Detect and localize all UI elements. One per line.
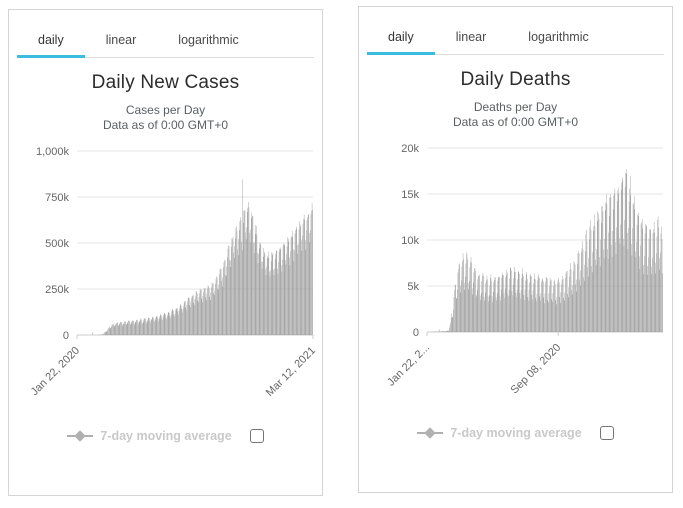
chart-scale-tab-bar: daily linear logarithmic [17, 23, 314, 58]
chart-subtitle-line2: Data as of 0:00 GMT+0 [102, 118, 229, 132]
y-axis-tick-label: 500k [45, 238, 69, 250]
moving-average-marker-icon [417, 427, 444, 439]
tab-daily[interactable]: daily [367, 20, 435, 55]
daily-new-cases-card: daily linear logarithmic Daily New Cases… [8, 9, 323, 496]
chart-title: Daily New Cases [91, 72, 240, 93]
chart-scale-tab-bar: daily linear logarithmic [367, 20, 664, 55]
chart-subtitle: Cases per Day Data as of 0:00 GMT+0 [13, 103, 318, 133]
daily-new-cases-chart: 1,000k 750k 500k 250k 0 Jan 22, 2020 Mar 12, 2… [29, 146, 318, 399]
moving-average-marker-icon [67, 430, 94, 442]
legend-label[interactable]: 7-day moving average [100, 429, 232, 443]
daily-bars-series [430, 169, 663, 332]
legend: 7-day moving average [13, 429, 318, 443]
tab-logarithmic[interactable]: logarithmic [528, 30, 589, 44]
y-axis-tick-label: 10k [401, 235, 419, 247]
tab-logarithmic[interactable]: logarithmic [178, 33, 239, 47]
y-axis-tick-label: 0 [413, 327, 419, 339]
legend-label[interactable]: 7-day moving average [450, 426, 582, 440]
x-axis-tick-label: Jan 22, 2020 [29, 345, 82, 398]
chart-subtitle: Deaths per Day Data as of 0:00 GMT+0 [363, 100, 668, 130]
x-axis-tick-label: Mar 12, 2021 [264, 345, 318, 399]
legend-checkbox[interactable] [599, 426, 614, 440]
chart-subtitle-line1: Cases per Day [125, 103, 206, 117]
y-axis-tick-label: 0 [63, 330, 69, 342]
y-axis-tick-label: 750k [45, 192, 69, 204]
tab-linear[interactable]: linear [455, 30, 487, 44]
daily-deaths-card: daily linear logarithmic Daily Deaths De… [358, 6, 673, 493]
y-axis-tick-label: 5k [407, 281, 419, 293]
y-axis-tick-label: 15k [401, 189, 419, 201]
tab-daily[interactable]: daily [17, 23, 85, 58]
legend-checkbox[interactable] [249, 429, 264, 443]
y-axis-tick-label: 1,000k [36, 146, 70, 158]
y-axis-tick-label: 250k [45, 284, 69, 296]
chart-title: Daily Deaths [460, 69, 571, 90]
daily-deaths-chart: 20k 15k 10k 5k 0 Jan 22, 2... Sep 08, 2020 [385, 143, 663, 397]
legend: 7-day moving average [363, 426, 668, 440]
tab-linear[interactable]: linear [105, 33, 137, 47]
x-axis-tick-label: Jan 22, 2... [385, 342, 432, 389]
y-axis-tick-label: 20k [401, 143, 419, 155]
chart-subtitle-line2: Data as of 0:00 GMT+0 [452, 115, 579, 129]
x-axis-tick-label: Sep 08, 2020 [509, 342, 564, 397]
chart-subtitle-line1: Deaths per Day [473, 100, 558, 114]
daily-bars-series [92, 179, 313, 335]
